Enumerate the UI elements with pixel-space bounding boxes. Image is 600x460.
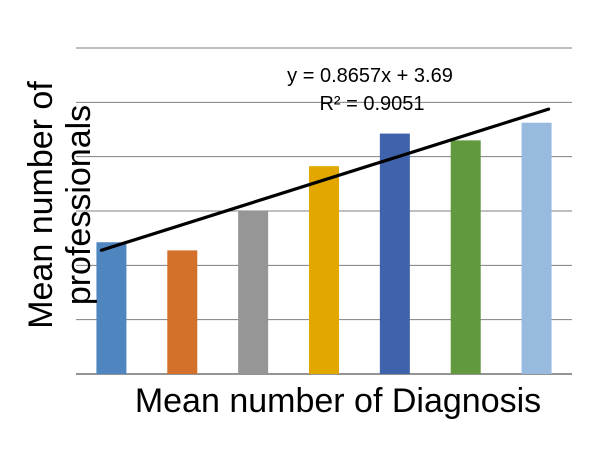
bar-4: [309, 166, 339, 374]
trendline-group: [99, 107, 551, 252]
bar-6: [450, 140, 481, 374]
bar-2: [167, 250, 198, 374]
trendline-r-squared: R² = 0.9051: [319, 93, 424, 115]
bars: [96, 122, 552, 374]
gridlines: [76, 47, 572, 375]
y-axis-title-line-1: Mean number of: [22, 81, 60, 329]
bar-5: [379, 133, 410, 374]
bar-7: [521, 122, 552, 374]
y-axis-title-line-2: professionals: [60, 105, 98, 305]
y-axis-title: Mean number of professionals: [22, 81, 98, 329]
trendline: [99, 107, 551, 252]
x-axis-title: Mean number of Diagnosis: [135, 382, 541, 420]
bar-1: [96, 242, 127, 374]
trendline-equation: y = 0.8657x + 3.69: [287, 65, 453, 87]
bar-3: [238, 211, 269, 374]
